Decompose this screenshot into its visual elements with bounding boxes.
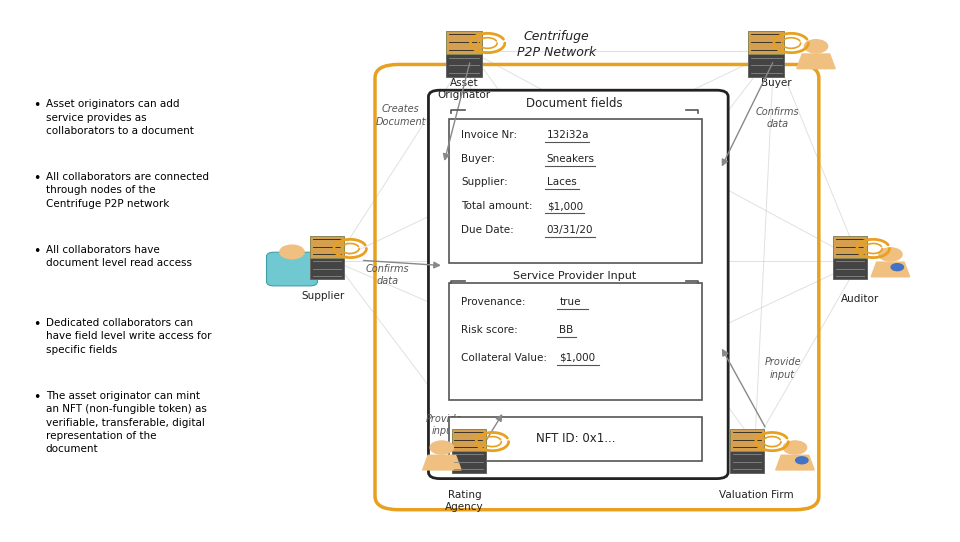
Text: Sneakers: Sneakers xyxy=(547,154,595,164)
Polygon shape xyxy=(776,455,814,470)
Text: Collateral Value:: Collateral Value: xyxy=(461,353,547,363)
Circle shape xyxy=(878,248,902,261)
Text: Risk score:: Risk score: xyxy=(461,325,517,335)
Text: Valuation Firm: Valuation Firm xyxy=(719,490,794,500)
Text: 132i32a: 132i32a xyxy=(547,130,589,140)
Polygon shape xyxy=(871,262,910,277)
Text: Asset originators can add
service provides as
collaborators to a document: Asset originators can add service provid… xyxy=(46,99,194,136)
FancyBboxPatch shape xyxy=(748,54,784,77)
Text: Buyer:: Buyer: xyxy=(461,154,495,164)
Text: Provide
input: Provide input xyxy=(764,357,801,380)
Circle shape xyxy=(804,40,828,53)
Text: •: • xyxy=(34,391,40,404)
Polygon shape xyxy=(797,54,835,69)
FancyBboxPatch shape xyxy=(451,429,486,451)
Text: Laces: Laces xyxy=(547,177,577,188)
Text: Asset
Originator: Asset Originator xyxy=(437,78,491,100)
Text: Total amount:: Total amount: xyxy=(461,201,533,211)
Text: Centrifuge
P2P Network: Centrifuge P2P Network xyxy=(516,30,596,59)
FancyBboxPatch shape xyxy=(445,30,482,54)
Text: Supplier:: Supplier: xyxy=(461,177,508,188)
Text: Buyer: Buyer xyxy=(760,78,791,88)
FancyBboxPatch shape xyxy=(449,417,703,461)
FancyBboxPatch shape xyxy=(428,90,728,479)
Text: Supplier: Supplier xyxy=(300,292,344,301)
Text: All collaborators have
document level read access: All collaborators have document level re… xyxy=(46,245,192,268)
FancyBboxPatch shape xyxy=(310,236,345,257)
Text: •: • xyxy=(34,245,40,258)
FancyBboxPatch shape xyxy=(449,119,703,263)
Circle shape xyxy=(891,263,903,270)
FancyBboxPatch shape xyxy=(748,30,784,54)
Text: Auditor: Auditor xyxy=(841,294,879,304)
Text: Creates
Document: Creates Document xyxy=(375,104,426,127)
Text: •: • xyxy=(34,318,40,331)
Text: $1,000: $1,000 xyxy=(547,201,583,211)
Polygon shape xyxy=(422,455,461,470)
FancyBboxPatch shape xyxy=(833,257,868,280)
Text: $1,000: $1,000 xyxy=(560,353,595,363)
Text: All collaborators are connected
through nodes of the
Centrifuge P2P network: All collaborators are connected through … xyxy=(46,172,208,209)
Text: Confirms
data: Confirms data xyxy=(756,107,800,130)
Circle shape xyxy=(279,245,304,259)
Circle shape xyxy=(796,457,808,464)
Text: true: true xyxy=(560,297,581,307)
Text: Service Provider Input: Service Provider Input xyxy=(513,270,636,281)
FancyBboxPatch shape xyxy=(451,451,486,473)
Text: The asset originator can mint
an NFT (non-fungible token) as
verifiable, transfe: The asset originator can mint an NFT (no… xyxy=(46,391,206,454)
Text: Provenance:: Provenance: xyxy=(461,297,525,307)
FancyBboxPatch shape xyxy=(731,429,764,451)
Text: •: • xyxy=(34,99,40,112)
FancyBboxPatch shape xyxy=(731,451,764,473)
Text: NFT ID: 0x1...: NFT ID: 0x1... xyxy=(536,432,615,445)
Text: •: • xyxy=(34,172,40,185)
Text: Rating
Agency: Rating Agency xyxy=(445,490,484,512)
FancyBboxPatch shape xyxy=(267,252,318,286)
Circle shape xyxy=(783,441,806,454)
Text: Invoice Nr:: Invoice Nr: xyxy=(461,130,517,140)
Text: 03/31/20: 03/31/20 xyxy=(547,225,593,235)
Text: Dedicated collaborators can
have field level write access for
specific fields: Dedicated collaborators can have field l… xyxy=(46,318,211,354)
Text: Document fields: Document fields xyxy=(526,97,623,110)
FancyBboxPatch shape xyxy=(310,257,345,280)
Text: Due Date:: Due Date: xyxy=(461,225,514,235)
FancyBboxPatch shape xyxy=(449,283,703,400)
Text: BB: BB xyxy=(560,325,573,335)
Text: Provide
input: Provide input xyxy=(425,414,462,436)
FancyBboxPatch shape xyxy=(445,54,482,77)
FancyBboxPatch shape xyxy=(833,236,868,257)
Circle shape xyxy=(430,441,453,454)
Text: Confirms
data: Confirms data xyxy=(366,264,409,287)
